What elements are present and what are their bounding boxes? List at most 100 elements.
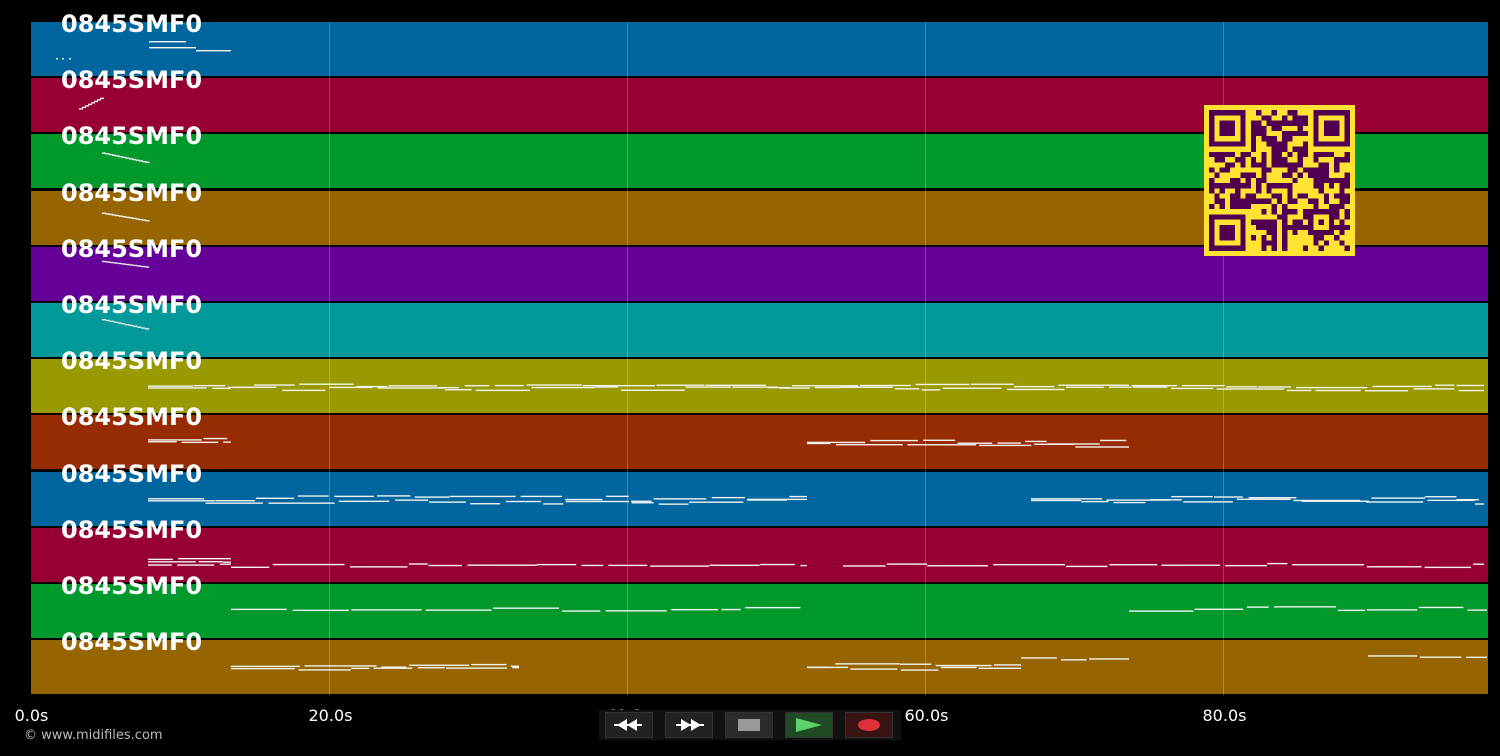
note-dash	[1366, 566, 1422, 568]
note-dash	[112, 214, 117, 216]
note-dash	[417, 666, 445, 669]
note-dash	[428, 564, 462, 567]
note-dash	[779, 387, 811, 389]
note-dash	[118, 155, 123, 158]
note-dash	[789, 495, 807, 498]
note-dash	[109, 320, 114, 323]
note-dash	[512, 666, 519, 669]
record-button[interactable]	[845, 712, 893, 738]
note-dash	[148, 439, 202, 441]
track-label: 0845SMF0	[61, 628, 203, 657]
note-dash	[970, 383, 1014, 385]
note-dash	[997, 442, 1021, 444]
track-label: 0845SMF0	[61, 66, 203, 95]
track-lane[interactable]	[31, 640, 1488, 695]
note-dash	[921, 389, 941, 391]
note-dash	[148, 387, 207, 389]
note-dash	[493, 607, 560, 609]
note-dash	[732, 386, 778, 388]
track-lane[interactable]	[31, 303, 1488, 357]
track-lane[interactable]	[31, 584, 1488, 638]
note-dash	[219, 563, 231, 565]
note-dash	[993, 563, 1065, 566]
note-dash	[1466, 656, 1487, 659]
note-dash	[1337, 609, 1366, 612]
time-tick-label: 0.0s	[14, 706, 49, 725]
note-dash	[148, 385, 193, 387]
note-dash	[721, 608, 741, 611]
track-label: 0845SMF0	[61, 572, 203, 600]
note-dash	[978, 667, 1021, 669]
note-dash	[1301, 500, 1369, 502]
note-dash	[1031, 499, 1082, 502]
note-dash	[177, 564, 215, 566]
fast-forward-button[interactable]	[665, 712, 713, 738]
note-dash	[1236, 498, 1291, 500]
note-dash	[112, 154, 117, 156]
track-label: 0845SMF0	[61, 403, 203, 432]
note-dash	[329, 386, 373, 389]
note-dash	[650, 565, 710, 567]
note-dash	[381, 666, 407, 668]
note-dash	[351, 667, 370, 670]
note-dash	[145, 328, 150, 330]
note-dash	[205, 502, 263, 504]
note-dash	[145, 266, 150, 268]
note-dash	[351, 609, 422, 611]
note-dash	[1100, 439, 1127, 442]
time-gridline	[925, 22, 926, 696]
note-dash	[1075, 446, 1129, 448]
rewind-button[interactable]	[605, 712, 653, 738]
note-dash	[1413, 388, 1455, 390]
note-dash	[425, 609, 492, 611]
note-dash	[1225, 564, 1267, 567]
note-dash	[745, 606, 801, 609]
note-dash	[196, 50, 231, 52]
note-dash	[705, 384, 766, 387]
track-lane[interactable]	[31, 22, 1488, 76]
note-dash	[429, 501, 467, 503]
note-dash	[148, 561, 196, 563]
note-dash	[658, 503, 689, 505]
track-lane[interactable]	[31, 415, 1488, 470]
note-dash	[121, 323, 126, 325]
stop-icon	[738, 719, 760, 731]
note-dash	[895, 388, 920, 390]
note-dash	[1366, 501, 1424, 503]
note-dash	[79, 108, 83, 110]
note-dash	[1089, 658, 1129, 660]
note-dash	[581, 564, 604, 567]
note-dash	[82, 106, 86, 109]
note-dash	[1424, 566, 1472, 569]
note-dash	[1467, 609, 1487, 611]
qr-code[interactable]	[1204, 105, 1355, 256]
note-dash	[102, 260, 106, 263]
note-dash	[223, 561, 231, 563]
note-dash	[149, 41, 186, 43]
note-dash	[467, 564, 537, 566]
stop-button[interactable]	[725, 712, 773, 738]
note-dash	[1296, 386, 1368, 389]
note-dash	[137, 326, 142, 328]
time-tick-label: 80.0s	[1202, 706, 1247, 725]
note-dash	[109, 261, 114, 264]
note-dash	[526, 384, 582, 386]
note-dash	[69, 58, 71, 60]
note-dash	[870, 439, 918, 442]
track-lane[interactable]	[31, 527, 1488, 582]
note-dash	[149, 47, 196, 49]
note-dash	[272, 563, 345, 566]
play-button[interactable]	[785, 712, 833, 738]
note-dash	[791, 385, 859, 387]
note-dash	[979, 444, 1032, 447]
note-dash	[282, 389, 326, 392]
note-dash	[148, 564, 172, 566]
note-dash	[125, 157, 130, 159]
note-dash	[886, 563, 928, 565]
time-gridline	[627, 22, 628, 696]
note-dash	[97, 99, 101, 101]
note-dash	[122, 216, 127, 218]
note-dash	[145, 161, 150, 164]
note-dash	[543, 503, 564, 505]
